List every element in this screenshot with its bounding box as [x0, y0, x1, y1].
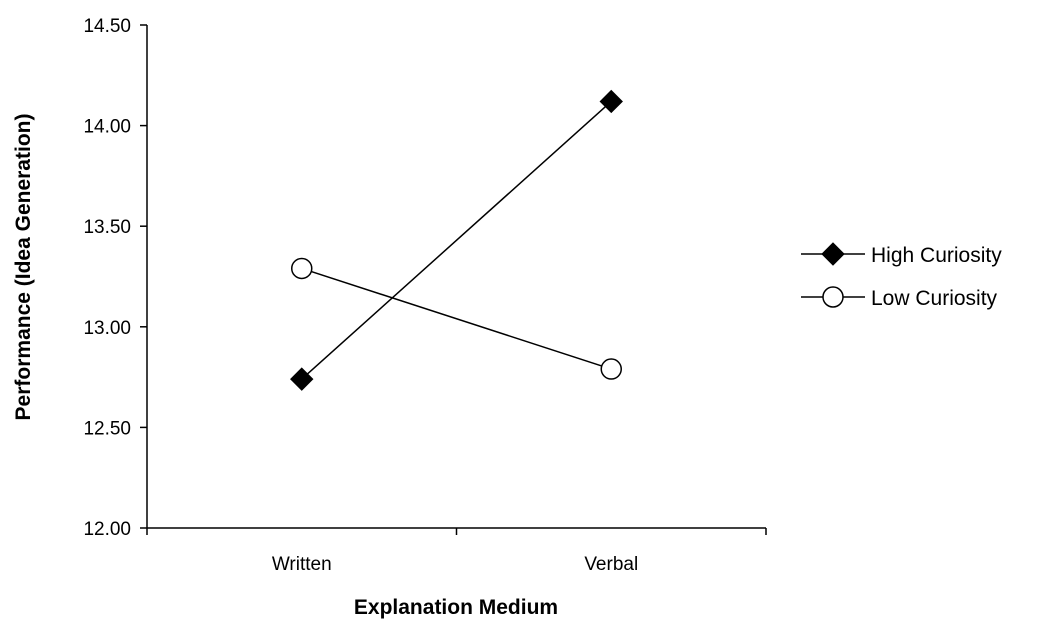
data-point — [600, 358, 622, 380]
y-tick-label: 14.50 — [83, 16, 131, 37]
legend-item: Low Curiosity — [801, 286, 998, 310]
x-axis-title: Explanation Medium — [354, 596, 558, 619]
x-tick-label: Verbal — [584, 554, 638, 575]
legend: High Curiosity Low Curiosity — [801, 242, 1002, 310]
y-tick-label: 13.00 — [83, 318, 131, 339]
data-point — [599, 89, 623, 114]
axes — [146, 25, 766, 529]
legend-label: High Curiosity — [871, 244, 1002, 267]
data-point — [291, 257, 313, 280]
x-tick-label: Written — [272, 554, 332, 575]
x-ticks: Written Verbal — [146, 528, 767, 575]
y-tick-label: 14.00 — [83, 117, 131, 138]
legend-label: Low Curiosity — [871, 287, 998, 310]
series-line — [301, 100, 612, 380]
data-point — [290, 367, 314, 391]
legend-marker — [821, 242, 845, 266]
legend-marker — [822, 286, 844, 308]
series-layer — [290, 89, 623, 391]
y-tick-label: 12.50 — [83, 418, 131, 439]
series-line — [301, 267, 612, 370]
legend-item: High Curiosity — [801, 242, 1002, 267]
y-tick-label: 13.50 — [83, 217, 131, 238]
y-tick-label: 12.00 — [83, 519, 131, 540]
y-axis-title: Performance (Idea Generation) — [12, 114, 35, 421]
y-ticks: 12.00 12.50 13.00 13.50 14.00 14.50 — [83, 16, 147, 540]
series-low-curiosity — [291, 257, 622, 380]
series-high-curiosity — [290, 89, 623, 391]
